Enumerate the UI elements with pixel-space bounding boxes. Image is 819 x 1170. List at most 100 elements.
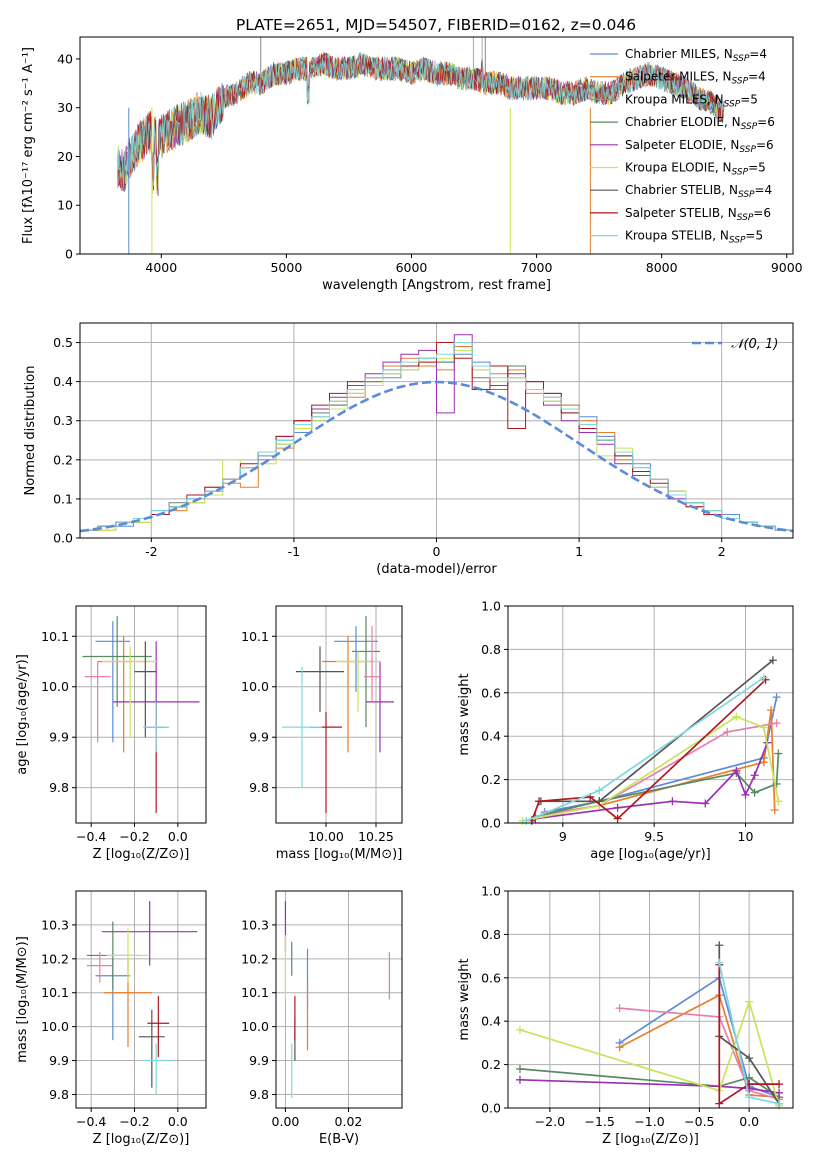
data-point-marker [715,941,724,950]
y-tick-label: 10 [57,198,73,213]
y-tick-label: 9.9 [249,1053,269,1068]
data-point-marker [515,1075,524,1084]
errorbar-point [334,626,378,692]
data-point-marker [615,1043,624,1052]
legend-label: Salpeter MILES, NSSP=4 [625,70,766,87]
legend-label: Chabrier STELIB, NSSP=4 [625,183,772,200]
y-tick-label: 0.4 [53,374,73,389]
errorbar-point [147,996,170,1058]
weight-lines-weight_vs_Z [515,941,784,1110]
x-tick-label: −0.4 [76,1114,106,1129]
axes-age_vs_mass [276,606,402,823]
series-salpeter-elodie [515,1075,784,1097]
x-tick-label: −0.4 [76,829,106,844]
x-axis-label: Z [log₁₀(Z/Z⊙)] [602,1132,699,1147]
y-tick-label: 0.4 [481,1014,501,1029]
x-tick-label: −1.5 [584,1114,614,1129]
y-tick-label: 10.1 [241,629,269,644]
x-tick-label: 0.0 [168,829,188,844]
errorbar-point [106,928,150,983]
data-point-marker [774,749,783,758]
y-tick-label: 0.6 [481,685,501,700]
y-tick-label: 30 [57,100,73,115]
data-point-marker [772,719,781,728]
legend-label: Chabrier ELODIE, NSSP=6 [625,115,775,132]
errorbars-age_vs_mass [282,616,394,813]
x-axis-label: mass [log₁₀(M/M⊙)] [276,847,403,862]
data-point-marker [750,771,759,780]
data-point-marker [615,1004,624,1013]
frame-weight_vs_age: 9 9.5 10 0.0 0.2 0.4 0.6 0.8 1.0 age [log₁₀(age/y… [457,599,794,862]
x-axis-label: E(B-V) [319,1132,359,1147]
y-tick-label: 9.8 [249,1087,269,1102]
x-tick-label: 9000 [771,260,803,275]
series-line [519,1068,780,1098]
x-tick-label: 5000 [270,260,302,275]
y-tick-label: 9.9 [249,730,269,745]
errorbar-point [364,626,380,702]
data-point-marker [759,758,768,767]
y-tick-label: 0.5 [53,335,73,350]
errorbar-point [296,646,344,712]
y-tick-label: 1.0 [481,884,501,899]
errorbar-point [134,641,157,738]
series-line [535,753,780,818]
series-line [519,998,780,1107]
series-line [619,1007,780,1101]
errorbar-point [143,701,170,753]
frame-age_vs_Z: −0.4 −0.2 0.0 9.8 9.9 10.0 10.1 Z [log₁₀(Z/Z⊙)]… [15,605,207,862]
data-point-marker [775,1080,784,1089]
series-kroupa-stelib [522,673,768,825]
x-tick-label: 9 [559,829,567,844]
x-tick-label: −1.0 [634,1114,664,1129]
figure-title: PLATE=2651, MJD=54507, FIBERID=0162, z=0… [236,16,636,34]
data-point-marker [772,779,781,788]
gaussian-curve [80,380,793,533]
frame-mass_vs_ebv: 0.00 0.02 9.8 9.9 10.0 10.1 10.2 10.3 E(B-V) [241,890,403,1147]
data-point-marker [772,693,781,702]
y-tick-label: 0.0 [481,1101,501,1116]
errorbar-point [141,1043,172,1095]
errorbar-point [282,666,322,788]
errorbar-point [352,616,380,728]
errorbars-age_vs_Z [82,616,200,813]
data-point-marker [775,1088,784,1097]
series-salpeter-elodie [531,738,772,823]
data-point-marker [715,958,724,967]
y-axis-label: Flux [fλ10⁻¹⁷ erg cm⁻² s⁻¹ A⁻¹] [21,47,36,244]
plot-frame [275,890,403,1109]
x-tick-label: 9.5 [644,829,664,844]
spectrum-lines [117,37,725,254]
y-tick-label: 20 [57,149,73,164]
y-tick-label: 9.9 [49,1053,69,1068]
y-tick-label: 9.8 [249,780,269,795]
x-tick-label: 0.0 [168,1114,188,1129]
y-tick-label: 0.0 [481,816,501,831]
data-point-marker [750,788,759,797]
x-tick-label: 0.0 [739,1114,759,1129]
x-tick-label: 10.25 [358,829,394,844]
frame-spectrum: 4000 5000 6000 7000 8000 9000 0 10 20 30 40 wavelen… [21,36,803,293]
series-line [544,722,777,816]
errorbar-point [95,621,131,743]
y-tick-label: 9.8 [49,780,69,795]
histogram-kroupa-stelib [80,342,793,531]
legend-label: 𝒩(0, 1) [731,337,778,352]
spectrum-line [117,51,725,188]
x-tick-label: 2 [718,544,726,559]
y-tick-label: 0.1 [53,491,73,506]
legend-label: Kroupa MILES, NSSP=5 [625,92,758,109]
frame-age_vs_mass: 10.00 10.25 9.8 9.9 10.0 10.1 mass [log₁₀(M/M⊙… [241,605,403,862]
y-tick-label: 10.1 [41,985,69,1000]
data-point-marker [535,797,544,806]
data-point-marker [774,797,783,806]
series-salpeter-stelib [527,675,770,825]
data-point-marker [745,1093,754,1102]
series-line [519,1078,780,1094]
series-kroupa-stelib [715,958,784,1108]
errorbar-point [336,651,380,712]
y-tick-label: 0.0 [53,531,73,546]
spectrum-line [117,52,725,192]
data-point-marker [515,1025,524,1034]
errorbars-mass_vs_Z [86,901,198,1095]
